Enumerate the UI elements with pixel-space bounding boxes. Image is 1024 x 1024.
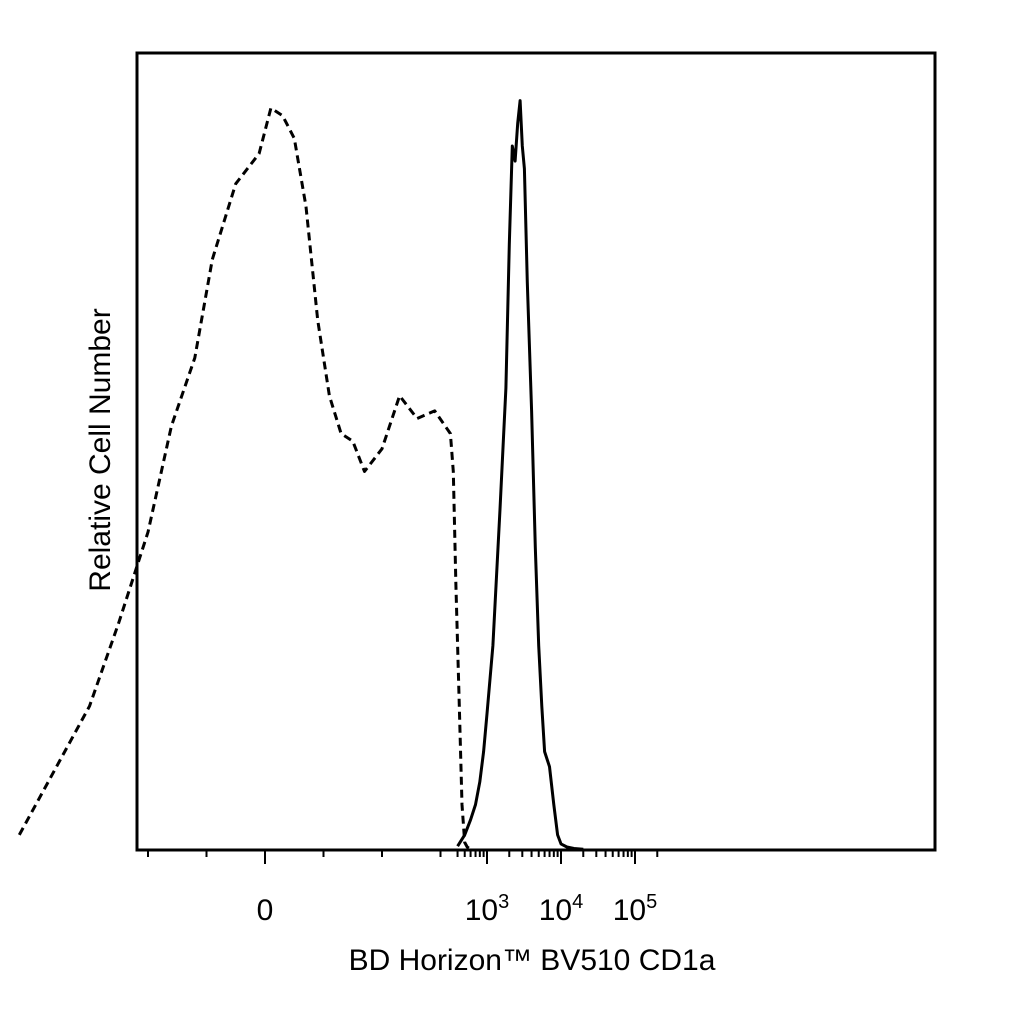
series-layer [17, 99, 584, 851]
x-axis-title: BD Horizon™ BV510 CD1a [349, 944, 716, 977]
x-tick-label: 105 [613, 891, 658, 927]
x-tick-label: 103 [465, 891, 510, 927]
series-line-dashed [17, 106, 471, 850]
x-tick-labels: 0 103 104 105 [257, 891, 658, 927]
x-tick-label: 0 [257, 894, 274, 927]
x-tick-label: 104 [539, 891, 584, 927]
y-axis-title: Relative Cell Number [84, 308, 117, 591]
plot-frame [135, 51, 937, 852]
x-minor-ticks [146, 850, 659, 857]
series-line-solid [456, 99, 584, 851]
x-major-ticks [264, 850, 636, 864]
